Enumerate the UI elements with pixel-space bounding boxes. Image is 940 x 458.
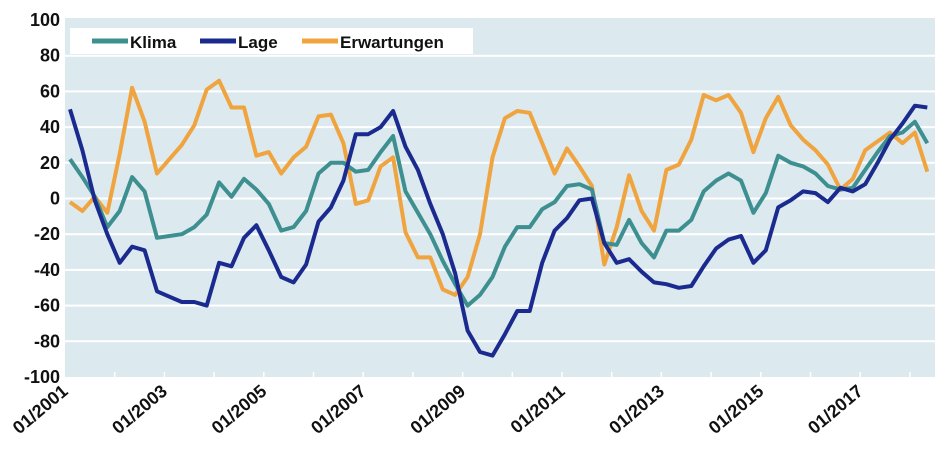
x-tick-label: 01/2015 (705, 381, 768, 438)
x-tick-label: 01/2011 (507, 381, 569, 438)
y-tick-label: -60 (34, 296, 60, 316)
series-line-lage (68, 103, 928, 358)
x-tick-label: 01/2003 (108, 381, 171, 438)
series-lines (68, 78, 930, 358)
legend-label-erwartungen: Erwartungen (340, 33, 444, 52)
x-axis: 01/2001 01/2003 01/2005 01/2007 01/2009 01/20… (9, 372, 911, 438)
legend-label-klima: Klima (130, 33, 177, 52)
x-tick-label: 01/2007 (307, 381, 370, 438)
y-tick-label: 40 (40, 117, 60, 137)
x-tick-label: 01/2013 (605, 381, 668, 438)
y-tick-label: 0 (50, 189, 60, 209)
series-line-erwartungen (68, 78, 930, 297)
y-tick-label: 80 (40, 46, 60, 66)
y-tick-label: 100 (30, 10, 60, 30)
legend-label-lage: Lage (238, 33, 278, 52)
x-tick-label: 01/2005 (208, 381, 271, 438)
y-tick-label: -80 (34, 331, 60, 351)
y-tick-label: 60 (40, 81, 60, 101)
x-tick-label: 01/2001 (9, 381, 72, 438)
y-tick-label: -40 (34, 260, 60, 280)
legend: Klima Lage Erwartungen (70, 28, 473, 54)
x-tick-label: 01/2017 (804, 381, 867, 438)
y-tick-label: -100 (24, 367, 60, 387)
y-tick-label: -20 (34, 224, 60, 244)
y-tick-label: 20 (40, 153, 60, 173)
y-axis: 100 80 60 40 20 0 -20 -40 -60 -80 -100 (24, 10, 60, 387)
x-tick-label: 01/2009 (406, 381, 469, 438)
series-line-klima (68, 119, 930, 308)
legend-box (70, 28, 473, 54)
